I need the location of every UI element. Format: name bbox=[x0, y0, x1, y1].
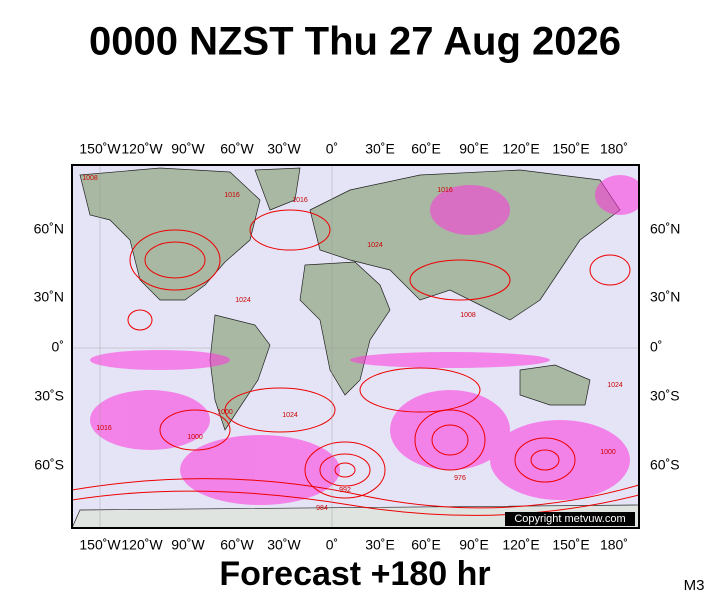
isobar-label: 1024 bbox=[235, 297, 251, 304]
lon-label-bottom: 120˚E bbox=[502, 537, 539, 553]
isobar-label: 984 bbox=[316, 505, 328, 512]
isobar-label: 992 bbox=[339, 487, 351, 494]
precipitation bbox=[90, 175, 639, 505]
lat-label-right: 0˚ bbox=[650, 339, 662, 355]
forecast-label: Forecast +180 hr bbox=[219, 555, 490, 593]
lon-label-bottom: 30˚W bbox=[267, 537, 301, 553]
lon-label-bottom: 180˚ bbox=[600, 537, 628, 553]
lon-label-bottom: 60˚W bbox=[220, 537, 254, 553]
lon-label-top: 30˚W bbox=[267, 141, 301, 157]
model-label: M3 bbox=[684, 577, 705, 594]
lon-label-bottom: 90˚W bbox=[171, 537, 205, 553]
lon-label-top: 60˚W bbox=[220, 141, 254, 157]
isobars bbox=[72, 209, 639, 516]
isobar-label: 1008 bbox=[82, 175, 98, 182]
isobar-label: 1024 bbox=[367, 242, 383, 249]
contour-labels: 1008 1016 1024 1016 1024 1008 1016 1000 1024 1016… bbox=[82, 175, 623, 512]
lon-label-bottom: 150˚E bbox=[552, 537, 589, 553]
map-frame bbox=[71, 164, 640, 529]
lat-label-left: 30˚N bbox=[34, 289, 64, 305]
lon-label-bottom: 120˚W bbox=[121, 537, 163, 553]
copyright: Copyright metvuw.com bbox=[514, 513, 625, 525]
isobar-label: 1016 bbox=[96, 425, 112, 432]
lon-label-bottom: 30˚E bbox=[365, 537, 395, 553]
lon-label-top: 90˚E bbox=[459, 141, 489, 157]
map-area: 1008 1016 1024 1016 1024 1008 1016 1000 1024 1016… bbox=[72, 165, 639, 528]
isobar-label: 976 bbox=[454, 475, 466, 482]
isobar-label: 1016 bbox=[437, 187, 453, 194]
lon-label-top: 150˚E bbox=[552, 141, 589, 157]
lon-label-top: 120˚E bbox=[502, 141, 539, 157]
isobar-label: 1024 bbox=[282, 412, 298, 419]
lon-label-top: 180˚ bbox=[600, 141, 628, 157]
lon-label-top: 60˚E bbox=[411, 141, 441, 157]
lon-label-top: 90˚W bbox=[171, 141, 205, 157]
lat-label-right: 30˚S bbox=[650, 388, 680, 404]
title: 0000 NZST Thu 27 Aug 2026 bbox=[89, 20, 621, 64]
isobar-label: 1000 bbox=[217, 409, 233, 416]
lat-label-right: 30˚N bbox=[650, 289, 680, 305]
lon-label-top: 120˚W bbox=[121, 141, 163, 157]
lat-label-right: 60˚S bbox=[650, 457, 680, 473]
isobar-label: 1016 bbox=[292, 197, 308, 204]
lat-label-left: 30˚S bbox=[34, 388, 64, 404]
lon-label-bottom: 90˚E bbox=[459, 537, 489, 553]
isobar-label: 1016 bbox=[224, 192, 240, 199]
lon-label-top: 150˚W bbox=[79, 141, 121, 157]
lon-label-bottom: 0˚ bbox=[326, 537, 338, 553]
land bbox=[72, 167, 639, 528]
isobar-label: 1008 bbox=[460, 312, 476, 319]
isobar-label: 1000 bbox=[187, 434, 203, 441]
lat-label-left: 60˚N bbox=[34, 221, 64, 237]
lon-label-top: 0˚ bbox=[326, 141, 338, 157]
lon-label-bottom: 60˚E bbox=[411, 537, 441, 553]
graticule bbox=[72, 165, 639, 528]
lat-label-left: 60˚S bbox=[34, 457, 64, 473]
lon-label-bottom: 150˚W bbox=[79, 537, 121, 553]
isobar-label: 1024 bbox=[607, 382, 623, 389]
lat-label-right: 60˚N bbox=[650, 221, 680, 237]
lat-label-left: 0˚ bbox=[52, 339, 64, 355]
isobar-label: 1000 bbox=[600, 449, 616, 456]
copyright-box bbox=[505, 512, 635, 526]
lon-label-top: 30˚E bbox=[365, 141, 395, 157]
